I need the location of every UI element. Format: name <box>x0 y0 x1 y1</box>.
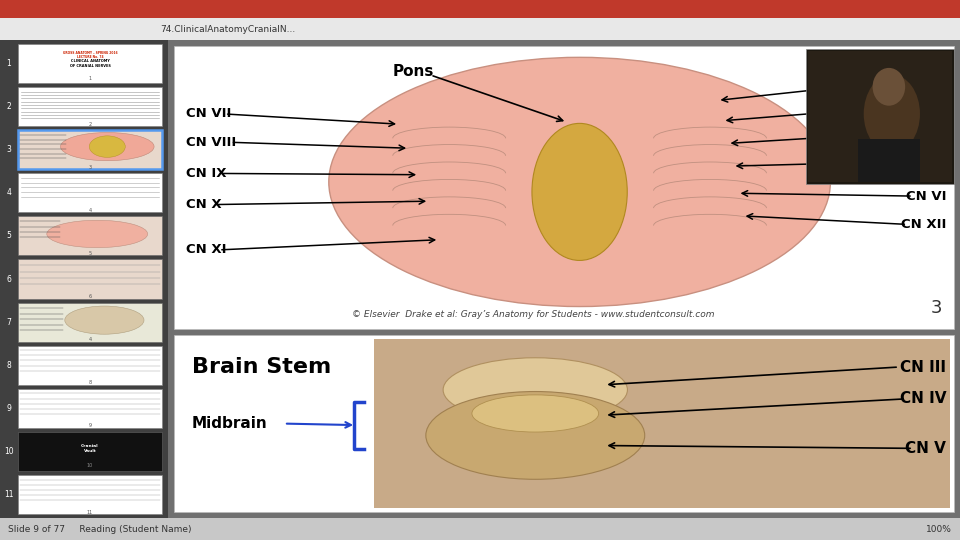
Ellipse shape <box>328 57 830 307</box>
Bar <box>0 18 960 40</box>
Text: CN XII: CN XII <box>900 218 946 231</box>
Text: CN V (moto: CN V (moto <box>861 156 946 168</box>
Text: Slide 9 of 77     Reading (Student Name): Slide 9 of 77 Reading (Student Name) <box>8 524 191 534</box>
Bar <box>18 432 162 471</box>
Text: CN V: CN V <box>905 441 946 456</box>
Text: 1: 1 <box>7 59 12 68</box>
Bar <box>18 87 162 126</box>
Ellipse shape <box>532 123 627 260</box>
Text: 8: 8 <box>88 380 91 385</box>
Bar <box>18 44 162 83</box>
Ellipse shape <box>873 68 905 106</box>
Text: 3: 3 <box>88 165 91 170</box>
Bar <box>0 518 960 540</box>
Bar <box>18 173 162 212</box>
Bar <box>0 0 960 18</box>
Bar <box>18 130 162 169</box>
Ellipse shape <box>64 306 144 334</box>
Text: CN IV: CN IV <box>900 392 946 406</box>
Text: CN VII: CN VII <box>186 107 231 120</box>
Text: 6: 6 <box>7 274 12 284</box>
Text: 4: 4 <box>88 208 91 213</box>
Text: Cranial
Vault: Cranial Vault <box>82 444 99 453</box>
Text: 5: 5 <box>7 232 12 240</box>
Text: CN VIII: CN VIII <box>186 136 236 149</box>
Text: CLINICAL ANATOMY
OF CRANIAL NERVES: CLINICAL ANATOMY OF CRANIAL NERVES <box>69 59 110 68</box>
Bar <box>18 346 162 384</box>
Bar <box>18 217 162 255</box>
Text: 6: 6 <box>88 294 91 299</box>
Bar <box>806 49 954 184</box>
Text: 8: 8 <box>7 361 12 370</box>
Text: 100%: 100% <box>926 524 952 534</box>
Text: 1: 1 <box>88 76 91 81</box>
Bar <box>808 51 952 182</box>
Bar <box>18 346 162 384</box>
Text: CN IV: CN IV <box>905 99 946 112</box>
Ellipse shape <box>444 358 628 422</box>
Text: CN X: CN X <box>186 198 222 211</box>
Bar <box>18 389 162 428</box>
Text: © Elsevier  Drake et al: Gray’s Anatomy for Students - www.studentconsult.com: © Elsevier Drake et al: Gray’s Anatomy f… <box>351 310 714 319</box>
Bar <box>0 40 168 518</box>
Text: Midbrain: Midbrain <box>192 416 268 431</box>
Bar <box>18 389 162 428</box>
Text: 7: 7 <box>7 318 12 327</box>
Text: CN VI: CN VI <box>905 190 946 202</box>
Text: 10: 10 <box>86 463 93 468</box>
Bar <box>18 302 162 342</box>
Text: 9: 9 <box>7 404 12 413</box>
Text: 5: 5 <box>88 251 91 256</box>
Text: CN III: CN III <box>900 360 946 375</box>
Text: 74.ClinicalAnatomyCranialN...: 74.ClinicalAnatomyCranialN... <box>160 24 296 33</box>
Ellipse shape <box>864 75 920 153</box>
Text: 3: 3 <box>930 299 942 317</box>
Bar <box>18 44 162 83</box>
Bar <box>18 475 162 514</box>
Text: 4: 4 <box>7 188 12 197</box>
Ellipse shape <box>89 136 125 157</box>
Text: 11: 11 <box>86 510 93 515</box>
Bar <box>374 339 950 508</box>
Bar <box>18 259 162 299</box>
Bar <box>858 139 920 182</box>
Ellipse shape <box>47 220 148 248</box>
Ellipse shape <box>472 395 599 432</box>
Text: 9: 9 <box>88 423 91 428</box>
Text: 4: 4 <box>88 337 91 342</box>
Ellipse shape <box>60 132 154 161</box>
Bar <box>168 40 960 518</box>
Text: 3: 3 <box>7 145 12 154</box>
Bar <box>18 475 162 514</box>
Text: Brain Stem: Brain Stem <box>192 357 331 377</box>
Text: 2: 2 <box>7 102 12 111</box>
Text: CN V (sens: CN V (sens <box>866 127 946 140</box>
Text: GROSS ANATOMY – SPRING 2016: GROSS ANATOMY – SPRING 2016 <box>62 51 117 55</box>
Text: 10: 10 <box>4 447 13 456</box>
Text: CN XI: CN XI <box>186 244 227 256</box>
Ellipse shape <box>426 392 645 480</box>
Bar <box>174 46 954 329</box>
Text: LECTURE No. 74: LECTURE No. 74 <box>77 55 104 58</box>
Bar <box>18 87 162 126</box>
Bar <box>18 173 162 212</box>
Text: 2: 2 <box>88 122 91 127</box>
Text: CN III: CN III <box>906 73 946 86</box>
Text: CN IX: CN IX <box>186 167 227 180</box>
Text: Pons: Pons <box>393 64 434 78</box>
Text: 11: 11 <box>4 490 13 499</box>
Bar <box>174 335 954 512</box>
